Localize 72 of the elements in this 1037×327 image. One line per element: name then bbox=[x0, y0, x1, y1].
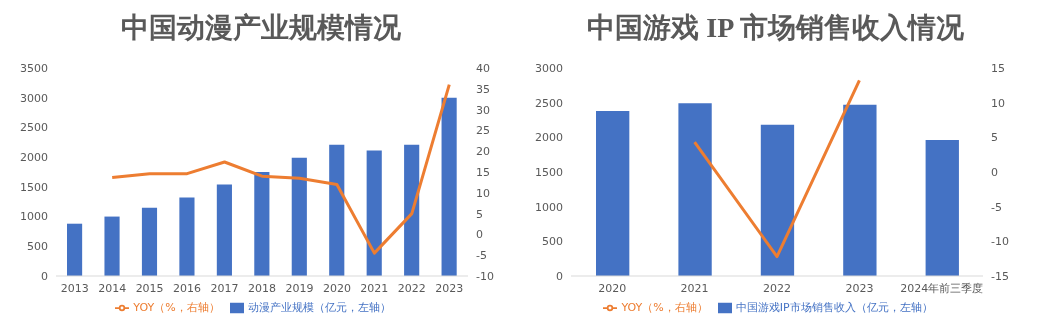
x-tick-label: 2022 bbox=[763, 281, 791, 295]
bar bbox=[179, 197, 195, 276]
y-tick-label: 0 bbox=[556, 269, 563, 283]
x-tick-label: 2019 bbox=[285, 281, 314, 295]
x-tick-label: 2021 bbox=[680, 281, 709, 295]
y-tick-label: 2000 bbox=[20, 151, 48, 165]
bar bbox=[404, 144, 420, 276]
bar bbox=[67, 223, 83, 276]
chart-title: 中国动漫产业规模情况 bbox=[119, 11, 402, 45]
bar bbox=[216, 184, 232, 276]
y-tick-label: 2000 bbox=[535, 131, 563, 145]
y2-tick-label: -5 bbox=[476, 249, 487, 263]
y2-tick-label: 40 bbox=[476, 61, 490, 75]
x-tick-label: 2015 bbox=[135, 281, 164, 295]
legend-label: YOY（%，右轴） bbox=[621, 301, 708, 314]
y-tick-label: 1500 bbox=[20, 180, 48, 194]
y-tick-label: 2500 bbox=[535, 96, 563, 110]
y-tick-label: 3500 bbox=[20, 61, 48, 75]
bar bbox=[141, 207, 158, 276]
bar bbox=[441, 97, 457, 276]
y2-tick-label: 0 bbox=[991, 165, 998, 179]
y-tick-label: 500 bbox=[27, 240, 48, 254]
x-tick-label: 2021 bbox=[360, 281, 389, 295]
y-tick-label: 500 bbox=[542, 235, 563, 249]
y-tick-label: 3000 bbox=[535, 61, 563, 75]
bar bbox=[254, 172, 270, 276]
y2-tick-label: -15 bbox=[991, 269, 1009, 283]
x-tick-label: 2020 bbox=[598, 281, 627, 295]
y2-tick-label: 10 bbox=[991, 96, 1005, 110]
y2-tick-label: -10 bbox=[476, 269, 494, 283]
legend-label: YOY（%，右轴） bbox=[133, 301, 220, 314]
y-tick-label: 1000 bbox=[535, 200, 563, 214]
x-tick-label: 2024年前三季度 bbox=[900, 281, 984, 295]
x-tick-label: 2022 bbox=[397, 281, 426, 295]
bar bbox=[760, 124, 795, 276]
bar bbox=[329, 144, 345, 276]
y2-tick-label: 15 bbox=[991, 61, 1005, 75]
y2-tick-label: 35 bbox=[476, 82, 490, 96]
x-tick-label: 2013 bbox=[60, 281, 89, 295]
x-tick-label: 2018 bbox=[248, 281, 276, 295]
x-tick-label: 2023 bbox=[845, 281, 874, 295]
y2-tick-label: 15 bbox=[476, 165, 490, 179]
y-tick-label: 3000 bbox=[20, 91, 48, 105]
x-tick-label: 2017 bbox=[210, 281, 239, 295]
y2-tick-label: 5 bbox=[476, 207, 483, 221]
y-tick-label: 0 bbox=[41, 269, 48, 283]
y2-tick-label: -5 bbox=[991, 200, 1002, 214]
x-tick-label: 2014 bbox=[98, 281, 127, 295]
bar bbox=[596, 110, 630, 276]
x-tick-label: 2023 bbox=[435, 281, 464, 295]
bar bbox=[104, 216, 120, 276]
bar bbox=[925, 140, 959, 276]
y2-tick-label: 10 bbox=[476, 186, 490, 200]
x-tick-label: 2016 bbox=[173, 281, 202, 295]
bar bbox=[366, 150, 382, 276]
y-tick-label: 1500 bbox=[535, 165, 563, 179]
chart-title: 中国游戏 IP 市场销售收入情况 bbox=[586, 11, 965, 45]
y2-tick-label: 30 bbox=[476, 103, 490, 117]
bar bbox=[843, 104, 877, 276]
line-series bbox=[110, 83, 451, 255]
y2-tick-label: 5 bbox=[991, 131, 998, 145]
bar bbox=[678, 103, 712, 276]
legend-label: 中国游戏IP市场销售收入（亿元，左轴） bbox=[735, 301, 933, 314]
bar bbox=[291, 157, 307, 276]
x-tick-label: 2020 bbox=[322, 281, 351, 295]
y-tick-label: 2500 bbox=[20, 121, 48, 135]
legend-label: 动漫产业规模（亿元，左轴） bbox=[247, 301, 391, 314]
y2-tick-label: 0 bbox=[476, 228, 483, 242]
y2-tick-label: 20 bbox=[476, 145, 490, 159]
y2-tick-label: -10 bbox=[991, 235, 1009, 249]
y-tick-label: 1000 bbox=[20, 210, 48, 224]
y2-tick-label: 25 bbox=[476, 124, 490, 138]
